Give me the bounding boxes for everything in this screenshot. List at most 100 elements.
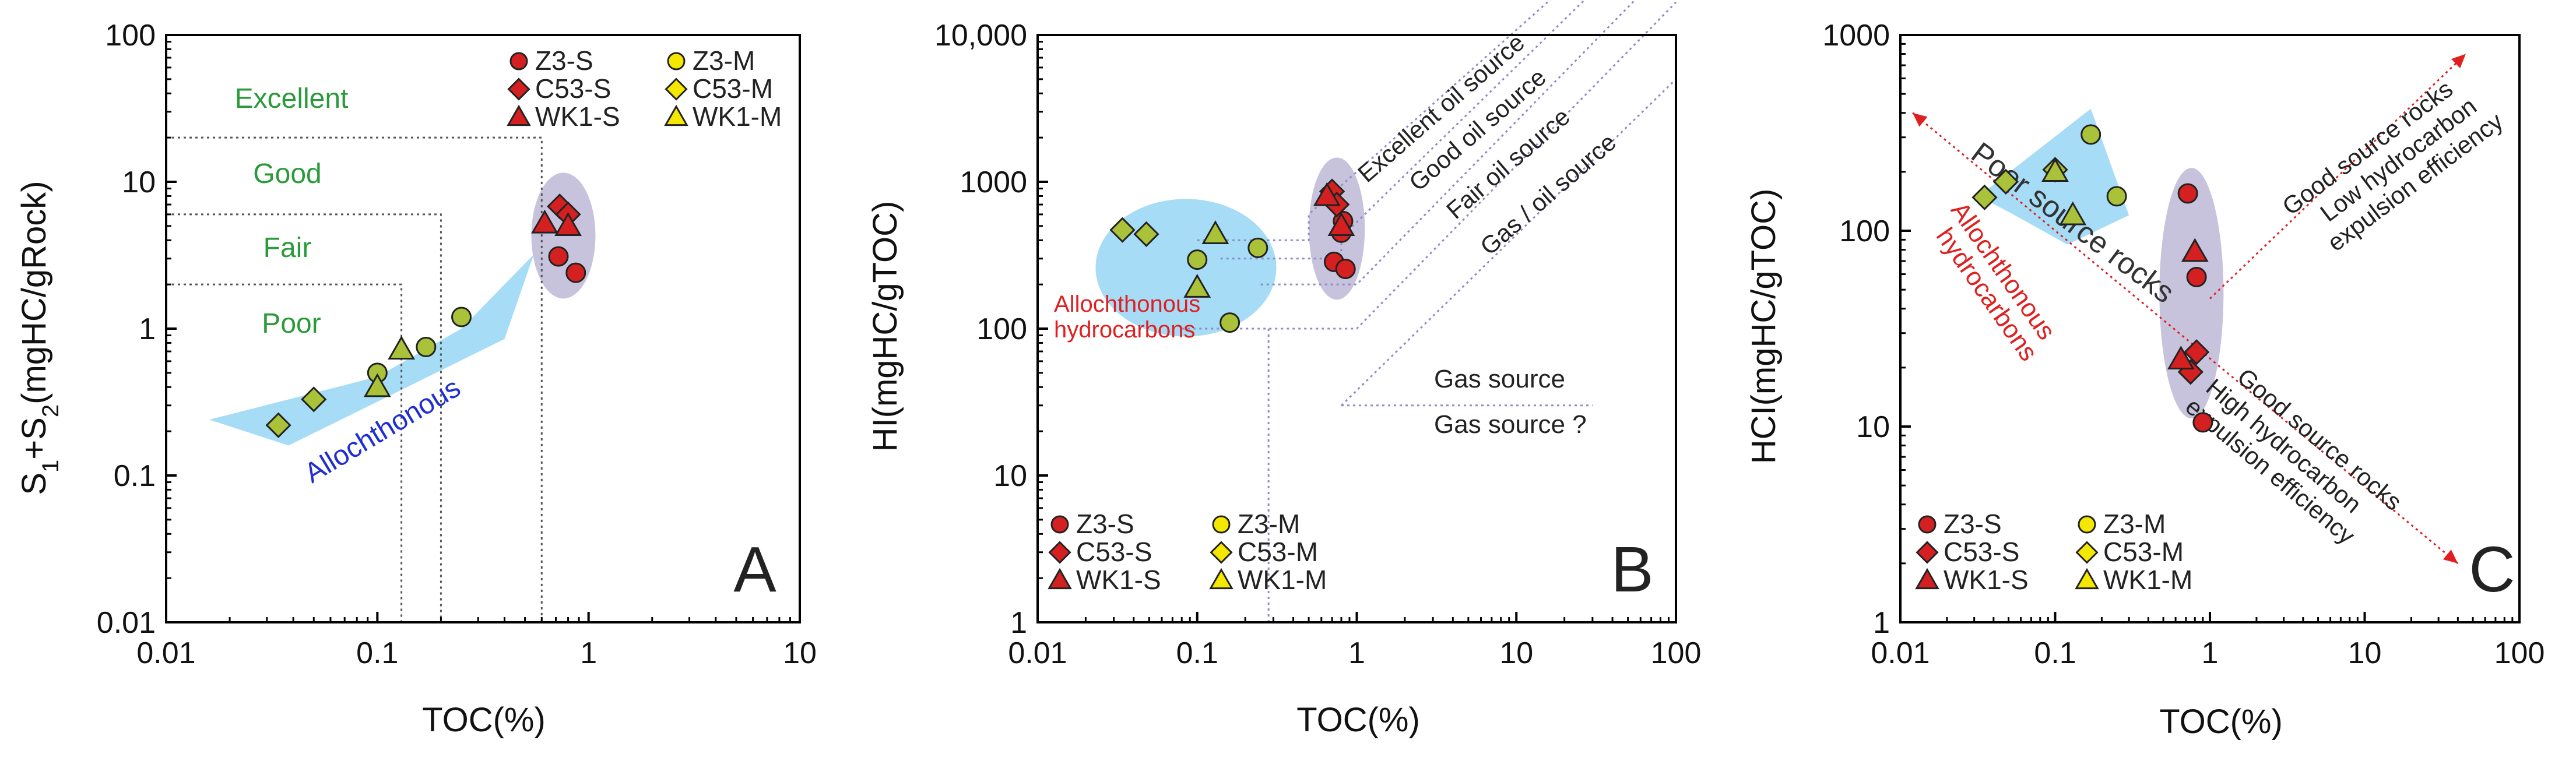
panel-c-y-tick-label: 1000	[1822, 19, 1890, 52]
panel-a-x-tick-label: 1	[580, 636, 597, 670]
gas-oil-boundary	[1182, 1, 1677, 330]
panel-c-letter: C	[2469, 534, 2515, 605]
panel-b-point-z3-m	[1247, 237, 1268, 258]
panel-c-point-wk1-m	[2059, 201, 2087, 226]
panel-b-y-tick-label: 100	[976, 312, 1027, 346]
panel-c-point-wk1-m	[2041, 158, 2069, 182]
panel-c-legend-label: C53-S	[1944, 537, 2019, 567]
panel-b-y-tick-label: 1	[1010, 606, 1027, 640]
panel-b-label-gas-source-q: Gas source ?	[1434, 410, 1587, 439]
good-oil-boundary	[1220, 0, 1586, 260]
panel-a-boundaries	[166, 136, 543, 622]
panel-b-x-tick-label: 0.1	[1176, 636, 1218, 670]
panel-b-y-tick-label: 10	[993, 459, 1027, 493]
retention-arrow-line	[2209, 53, 2466, 300]
panel-b-y-tick-label: 1000	[960, 165, 1027, 199]
panel-b-point-wk1-m	[1183, 273, 1211, 298]
panel-b-axes: 0.01 0.1 1 10 100 1 10 100 1000 10,000	[934, 19, 1701, 670]
panel-c-point-wk1-s	[2181, 238, 2209, 262]
panel-c-x-tick-label: 100	[2494, 636, 2545, 670]
panel-c-point-z3-m	[2106, 186, 2127, 207]
panel-c-y-tick-label: 10	[1856, 410, 1890, 444]
panel-c-legend-label: WK1-M	[2103, 565, 2192, 595]
panel-b-y-label: HI(mgHC/gTOC)	[866, 201, 904, 452]
panel-a-point-wk1-s	[554, 212, 582, 236]
panel-c-legend-label: Z3-S	[1944, 509, 2002, 539]
panel-c-legend-marker	[1916, 541, 1939, 564]
panel-a-legend-label: Z3-S	[535, 45, 593, 76]
panel-b-point-z3-m	[1187, 249, 1208, 270]
panel-a-legend-marker	[509, 52, 528, 71]
panel-a-legend-marker	[667, 52, 686, 71]
panel-b-x-tick-label: 1	[1348, 636, 1365, 670]
panel-b-point-c53-m	[1109, 217, 1136, 243]
panel-b-y-tick-label: 10,000	[934, 19, 1027, 52]
panel-b-allochthonous-label: Allochthonous hydrocarbons	[1054, 291, 1200, 343]
panel-b-point-z3-s	[1335, 259, 1356, 280]
panel-b-legend-label: WK1-S	[1076, 565, 1161, 595]
panel-a-y-tick-label: 0.1	[114, 459, 156, 493]
panel-a-points	[265, 193, 586, 438]
panel-a-point-c53-m	[301, 386, 327, 413]
panel-b-legend-marker	[1212, 515, 1231, 534]
panel-b-legend-marker	[1048, 541, 1071, 564]
panel-c-points	[1971, 124, 2213, 433]
panel-a-letter: A	[733, 534, 776, 605]
panel-c-point-c53-m	[1992, 168, 2019, 195]
panel-c-y-label: HCI(mgHC/gTOC)	[1745, 189, 1783, 464]
panel-a-point-z3-m	[416, 336, 437, 357]
panel-a-zone-label-poor: Poor	[262, 308, 321, 339]
panel-b-legend-label: Z3-S	[1076, 509, 1134, 539]
panel-b-legend-label: C53-S	[1076, 537, 1152, 567]
panel-b-point-wk1-m	[1201, 220, 1229, 244]
panel-a-y-tick-label: 1	[139, 312, 156, 346]
panel-a-legend-label: C53-S	[535, 73, 611, 104]
allochthonous-arrowhead	[1913, 112, 1928, 127]
panel-c-legend-label: Z3-M	[2103, 509, 2166, 539]
panel-a: 0.01 0.1 1 10 0.01 0.1 1 10 100 Excellent Good F…	[15, 19, 817, 739]
panel-a-zone-label-excellent: Excellent	[235, 83, 349, 114]
panel-b-point-wk1-s	[1313, 182, 1341, 206]
panel-b-legend-label: WK1-M	[1238, 565, 1327, 595]
panel-b-legend-marker	[1209, 568, 1233, 590]
panel-a-legend-label: WK1-S	[535, 101, 620, 132]
panel-c-x-tick-label: 0.01	[1871, 636, 1930, 670]
panel-a-y-tick-label: 10	[122, 165, 156, 199]
panel-a-legend-marker	[507, 104, 531, 126]
panel-a-zone-label-fair: Fair	[263, 232, 312, 263]
panel-c-point-z3-s	[2186, 266, 2207, 287]
panel-c-legend-marker	[2075, 568, 2099, 590]
panel-b-boundaries	[1182, 0, 1677, 622]
panel-c-legend-marker	[1918, 515, 1937, 534]
panel-a-point-z3-s	[548, 246, 569, 267]
panel-b-legend-label: C53-M	[1238, 537, 1318, 567]
panel-a-zone-label-good: Good	[253, 158, 321, 189]
panel-a-legend-marker	[665, 77, 688, 101]
panel-a-point-z3-m	[451, 306, 472, 327]
retention-arrowhead	[2451, 54, 2466, 69]
panel-a-axes: 0.01 0.1 1 10 0.01 0.1 1 10 100	[97, 19, 817, 670]
panel-c-point-z3-m	[2081, 124, 2101, 145]
panel-a-legend-label: Z3-M	[693, 45, 755, 76]
panel-b-points	[1109, 178, 1356, 333]
expulsion-arrowhead	[2443, 549, 2458, 563]
panel-a-legend-marker	[664, 104, 688, 126]
panel-c-point-z3-s	[2177, 183, 2198, 204]
panel-c-y-tick-label: 1	[1873, 606, 1890, 640]
grade-boundary-fair	[166, 283, 403, 622]
panel-a-x-label: TOC(%)	[422, 701, 546, 739]
panel-b-x-label: TOC(%)	[1296, 701, 1420, 739]
panel-c-legend-label: C53-M	[2103, 537, 2184, 567]
panel-c-point-wk1-s	[2167, 346, 2195, 370]
panel-a-point-wk1-m	[388, 336, 416, 360]
panel-c-legend-marker	[2078, 515, 2096, 534]
panel-a-y-tick-label: 100	[105, 19, 156, 52]
panel-c-x-tick-label: 10	[2348, 636, 2382, 670]
panel-a-point-wk1-m	[363, 373, 391, 397]
panel-c-lower-labels: Good source rocksHigh hydrocarbonexpulsi…	[2180, 350, 2407, 559]
panel-a-legend-marker	[507, 77, 530, 101]
